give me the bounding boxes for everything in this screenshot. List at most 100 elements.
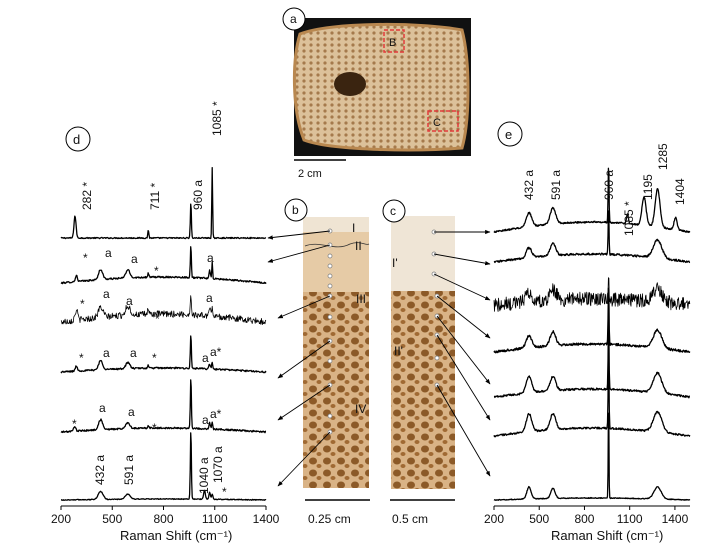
panel-e-circle <box>497 121 523 147</box>
d-a-5a: a <box>99 401 106 415</box>
region-IV: IV <box>355 402 366 416</box>
x-tick-label-d-1400: 1400 <box>253 512 280 526</box>
panel-e: e 200 500 800 1100 1400 Raman Shift (cm⁻¹) 4… <box>484 121 691 543</box>
panel-d-annotations: 282 * 711 * 960 a 1085 * 432 a 591 a 104… <box>72 101 227 499</box>
d-a-2c: a <box>207 251 214 265</box>
panel-b-points <box>327 228 333 435</box>
spectrum-e-4 <box>493 287 691 354</box>
x-tick-label-d-1100: 1100 <box>202 512 228 526</box>
e-ann-1085: 1085 * <box>622 201 636 236</box>
box-c <box>427 110 459 132</box>
x-tick-label-d-800: 800 <box>153 512 173 526</box>
d-astar-4: a* <box>210 345 222 359</box>
x-tick-label-e-1100: 1100 <box>617 512 643 526</box>
connector-arrows <box>267 229 491 487</box>
d-star-2a: * <box>83 251 88 265</box>
d-ann-1070: 1070 a <box>211 446 225 483</box>
panel-d-xlabel: Raman Shift (cm⁻¹) <box>120 528 232 543</box>
panel-a-label: a <box>290 12 297 26</box>
spectrum-d-6 <box>60 432 267 501</box>
d-star-4b: * <box>152 351 157 365</box>
panel-b-boundary <box>304 242 370 248</box>
spectrum-e-2 <box>493 210 691 264</box>
panel-b-label: b <box>292 203 299 217</box>
panel-d-circle <box>65 126 91 152</box>
panel-b-scalebar-label: 0.25 cm <box>308 512 351 526</box>
box-b-label: B <box>389 37 396 49</box>
arrow-c-3 <box>433 273 491 301</box>
panel-d-label: d <box>73 132 80 147</box>
x-tick-label-d-200: 200 <box>51 512 71 526</box>
x-tick-label-e-800: 800 <box>574 512 594 526</box>
spectrum-e-3 <box>493 277 691 312</box>
region-II: II <box>355 239 362 253</box>
arrow-c-4 <box>436 295 491 339</box>
arrow-b-6 <box>277 431 331 487</box>
panel-b-top <box>303 217 369 232</box>
d-a-2b: a <box>131 252 138 266</box>
spectrum-e-6 <box>493 356 691 438</box>
panel-a-scalebar-label: 2 cm <box>298 168 322 180</box>
panel-e-spectra <box>493 167 691 501</box>
spectrum-e-1 <box>493 167 691 234</box>
panel-e-annotations: 432 a 591 a 960 a 1085 * 1195 1285 1404 <box>522 143 687 236</box>
d-a-5b: a <box>128 405 135 419</box>
region-II-prime: II' <box>394 344 403 358</box>
d-star-2b: * <box>154 264 159 278</box>
arrow-b-4 <box>277 340 331 379</box>
region-III: III <box>356 292 366 306</box>
d-ann-591: 591 a <box>122 455 136 485</box>
box-c-label: C <box>433 117 441 129</box>
d-a-5c: a <box>202 413 209 427</box>
e-ann-960: 960 a <box>602 170 616 200</box>
box-b <box>383 29 405 53</box>
d-ann-711: 711 * <box>148 183 162 210</box>
bone-cavity <box>334 72 366 96</box>
d-a-3b: a <box>126 294 133 308</box>
d-astar-5: a* <box>210 407 222 421</box>
arrow-c-6 <box>436 334 491 421</box>
x-tick-label-d-500: 500 <box>102 512 122 526</box>
panel-c-circle <box>382 199 406 223</box>
spectrum-d-4 <box>60 335 267 374</box>
d-star-3a: * <box>80 297 85 311</box>
panel-c: c I' II' 0.5 cm <box>382 199 455 526</box>
d-star-5a: * <box>72 417 77 431</box>
e-ann-1404: 1404 <box>673 178 687 205</box>
e-ann-432: 432 a <box>522 170 536 200</box>
spectrum-d-3 <box>60 295 267 325</box>
panel-b-middle <box>303 232 369 292</box>
e-ann-1285: 1285 <box>656 143 670 170</box>
spectrum-d-5 <box>60 379 267 434</box>
region-I-prime: I' <box>392 256 398 270</box>
arrow-c-5 <box>436 315 491 385</box>
d-a-4a: a <box>103 346 110 360</box>
spectrum-d-1 <box>60 166 267 240</box>
spectrum-e-7 <box>493 412 691 501</box>
panel-a-circle <box>282 7 306 31</box>
spectrum-d-2 <box>60 246 267 285</box>
d-ann-1085: 1085 * <box>210 101 224 136</box>
arrow-b-2 <box>267 244 331 263</box>
d-star-4a: * <box>79 351 84 365</box>
d-ann-432: 432 a <box>93 455 107 485</box>
arrow-c-2 <box>433 253 491 266</box>
panel-d-spectra <box>60 166 267 501</box>
panel-c-label: c <box>390 204 396 218</box>
d-star-3b: * <box>155 312 160 326</box>
panel-e-label: e <box>505 127 512 142</box>
panel-b: b I II III IV 0.25 cm <box>284 198 370 526</box>
d-a-3c: a <box>206 291 213 305</box>
panel-e-ticks: 200 500 800 1100 1400 <box>484 506 689 526</box>
bone-cross-section <box>292 22 470 152</box>
d-a-4c: a <box>202 351 209 365</box>
e-ann-591: 591 a <box>549 170 563 200</box>
d-a-3a: a <box>103 287 110 301</box>
panel-a: B C a 2 cm <box>282 7 471 180</box>
e-ann-1195: 1195 <box>641 174 655 200</box>
d-ann-960: 960 a <box>191 180 205 210</box>
arrow-b-3 <box>277 295 331 319</box>
x-tick-label-e-1400: 1400 <box>662 512 689 526</box>
spectrum-e-5 <box>493 320 691 399</box>
